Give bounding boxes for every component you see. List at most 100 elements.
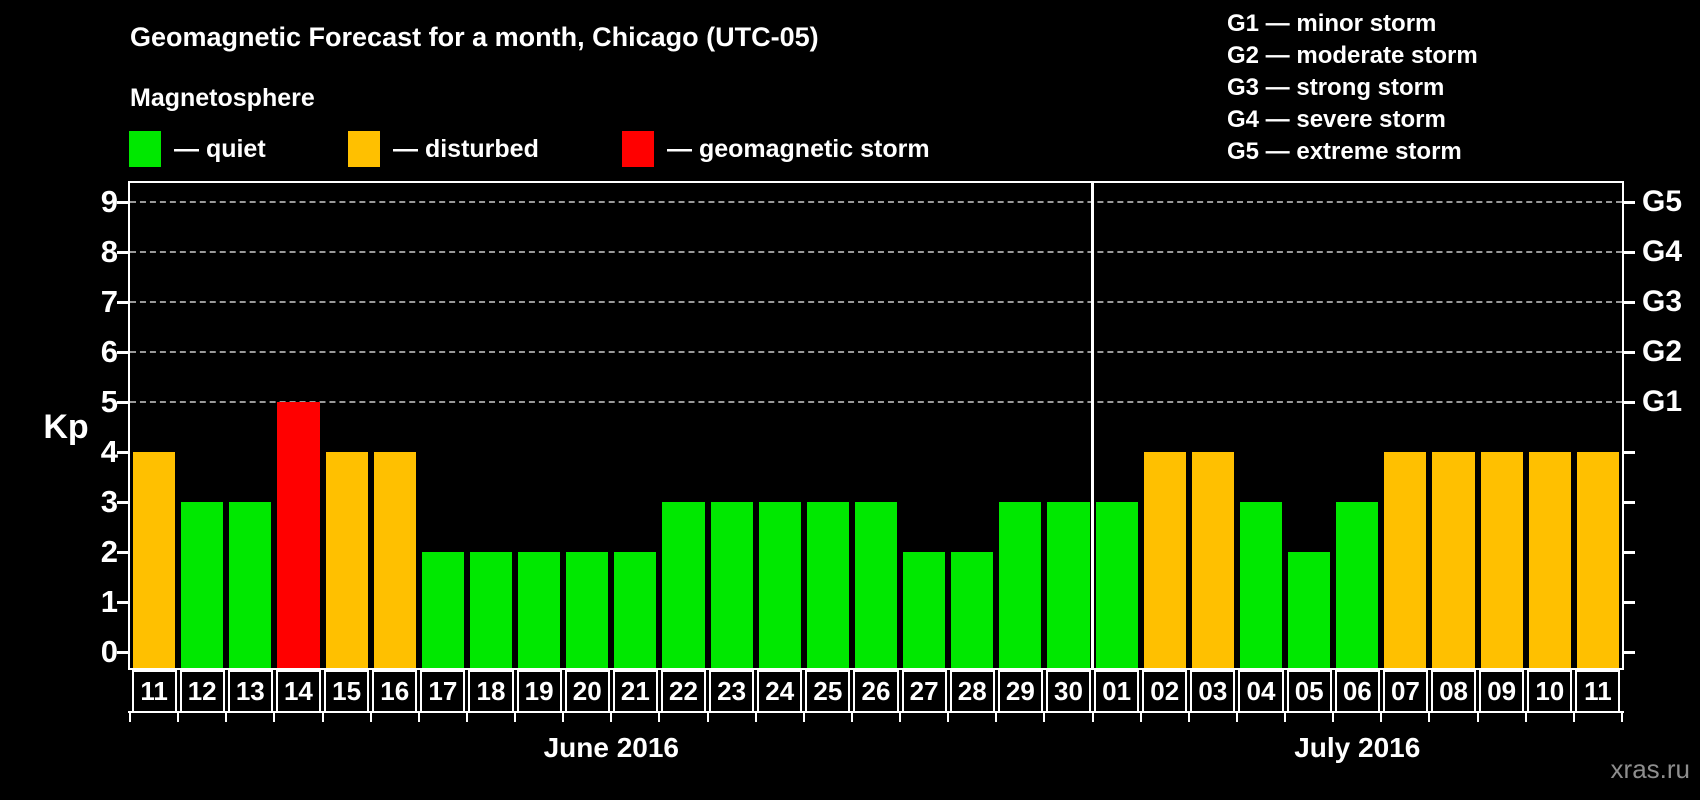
right-axis-label-g3: G3 bbox=[1642, 285, 1683, 318]
y-tick-label-2: 2 bbox=[100, 534, 118, 569]
day-axis-tick bbox=[129, 713, 131, 722]
day-axis-tick bbox=[1621, 713, 1623, 722]
kp-bar-day-11-june bbox=[133, 452, 176, 668]
day-axis-tick bbox=[321, 713, 324, 722]
day-axis-tick bbox=[1524, 713, 1527, 722]
gridline-kp-9 bbox=[130, 201, 1622, 203]
day-label-box: 16 bbox=[372, 670, 418, 713]
storm-scale-legend: G1 — minor storm G2 — moderate storm G3 … bbox=[1227, 8, 1478, 168]
plot-area-border bbox=[128, 181, 1624, 670]
day-axis-tick bbox=[1091, 713, 1094, 722]
day-label-box: 19 bbox=[516, 670, 562, 713]
day-label-box: 06 bbox=[1334, 670, 1380, 713]
left-axis-tick-3 bbox=[117, 501, 130, 504]
left-axis-tick-8 bbox=[117, 251, 130, 254]
y-tick-label-3: 3 bbox=[100, 484, 118, 519]
day-axis-tick bbox=[1187, 713, 1190, 722]
kp-bar-day-23-june bbox=[710, 502, 753, 668]
month-separator-line bbox=[1091, 183, 1095, 668]
left-axis-tick-2 bbox=[117, 551, 130, 554]
day-label-box: 09 bbox=[1479, 670, 1525, 713]
day-label-box: 12 bbox=[179, 670, 225, 713]
day-axis-tick bbox=[802, 713, 805, 722]
day-label-box: 01 bbox=[1094, 670, 1140, 713]
gridline-kp-5 bbox=[130, 401, 1622, 403]
day-axis-tick bbox=[369, 713, 372, 722]
legend-label-quiet: — quiet bbox=[174, 134, 266, 163]
day-axis-baseline bbox=[128, 711, 1624, 713]
kp-bar-day-01-july bbox=[1095, 502, 1138, 668]
right-axis-tick-3 bbox=[1622, 501, 1635, 504]
month-label-june: June 2016 bbox=[543, 732, 679, 763]
day-label-box: 30 bbox=[1045, 670, 1092, 713]
y-tick-label-5: 5 bbox=[100, 384, 118, 419]
day-label-box: 05 bbox=[1286, 670, 1332, 713]
day-axis-tick bbox=[465, 713, 468, 722]
day-label-box: 02 bbox=[1142, 670, 1188, 713]
kp-bar-day-29-june bbox=[999, 502, 1042, 668]
right-axis-tick-6 bbox=[1622, 351, 1635, 354]
watermark: xras.ru bbox=[1610, 754, 1690, 784]
storm-legend-g2: G2 — moderate storm bbox=[1227, 42, 1478, 69]
legend-item-disturbed: — disturbed bbox=[348, 130, 539, 168]
storm-legend-g5: G5 — extreme storm bbox=[1227, 138, 1462, 165]
day-label-box: 10 bbox=[1527, 670, 1573, 713]
kp-bar-day-04-july bbox=[1239, 502, 1283, 668]
day-axis-tick bbox=[1284, 713, 1287, 722]
right-axis-label-g4: G4 bbox=[1642, 235, 1683, 268]
y-tick-label-1: 1 bbox=[100, 584, 118, 619]
day-axis-tick bbox=[947, 713, 950, 722]
kp-bar-day-17-june bbox=[421, 552, 464, 668]
kp-bar-day-12-june bbox=[181, 502, 224, 668]
day-axis-tick bbox=[1332, 713, 1335, 722]
day-axis-tick bbox=[1235, 713, 1238, 722]
day-label-box: 20 bbox=[564, 670, 610, 713]
day-axis-tick bbox=[899, 713, 902, 722]
day-label-box: 13 bbox=[227, 670, 273, 713]
kp-bar-day-08-july bbox=[1432, 452, 1475, 668]
day-label-box: 29 bbox=[997, 670, 1043, 713]
kp-bar-day-22-june bbox=[662, 502, 705, 668]
kp-bar-day-26-june bbox=[854, 502, 898, 668]
gridline-kp-6 bbox=[130, 351, 1622, 353]
day-label-box: 22 bbox=[660, 670, 707, 713]
day-axis-tick bbox=[1139, 713, 1142, 722]
y-tick-label-7: 7 bbox=[100, 284, 118, 319]
y-tick-label-9: 9 bbox=[100, 184, 118, 219]
month-label-july: July 2016 bbox=[1294, 732, 1421, 763]
day-axis-tick bbox=[754, 713, 757, 722]
day-label-box: 11 bbox=[1575, 670, 1621, 713]
day-axis-tick bbox=[1428, 713, 1431, 722]
day-axis-tick bbox=[658, 713, 661, 722]
kp-bar-day-09-july bbox=[1480, 452, 1523, 668]
y-tick-label-4: 4 bbox=[100, 434, 118, 469]
day-axis-tick bbox=[995, 713, 998, 722]
left-axis-tick-0 bbox=[117, 651, 130, 654]
legend-label-disturbed: — disturbed bbox=[393, 134, 539, 163]
right-axis-tick-7 bbox=[1622, 301, 1635, 304]
kp-bar-day-02-july bbox=[1143, 452, 1186, 668]
legend-label-storm: — geomagnetic storm bbox=[667, 134, 930, 163]
day-label-box: 17 bbox=[420, 670, 466, 713]
day-label-box: 24 bbox=[757, 670, 803, 713]
kp-bar-day-24-june bbox=[758, 502, 801, 668]
day-axis-tick bbox=[1380, 713, 1383, 722]
kp-bar-day-28-june bbox=[951, 552, 994, 668]
disturbed-color-swatch bbox=[348, 131, 380, 167]
kp-bar-day-18-june bbox=[469, 552, 513, 668]
kp-bar-day-30-june bbox=[1047, 502, 1090, 668]
day-label-box: 21 bbox=[612, 670, 658, 713]
magnetosphere-heading: Magnetosphere bbox=[130, 84, 315, 112]
kp-bar-day-06-july bbox=[1336, 502, 1379, 668]
legend-item-storm: — geomagnetic storm bbox=[622, 130, 930, 168]
day-label-box: 28 bbox=[949, 670, 995, 713]
left-axis-tick-5 bbox=[117, 401, 130, 404]
right-axis-label-g1: G1 bbox=[1642, 385, 1683, 418]
chart-title: Geomagnetic Forecast for a month, Chicag… bbox=[130, 22, 819, 52]
right-axis-tick-8 bbox=[1622, 251, 1635, 254]
day-label-box: 14 bbox=[275, 670, 321, 713]
kp-bar-day-20-june bbox=[566, 552, 609, 668]
right-axis-label-g5: G5 bbox=[1642, 185, 1683, 218]
right-axis-tick-4 bbox=[1622, 451, 1635, 454]
